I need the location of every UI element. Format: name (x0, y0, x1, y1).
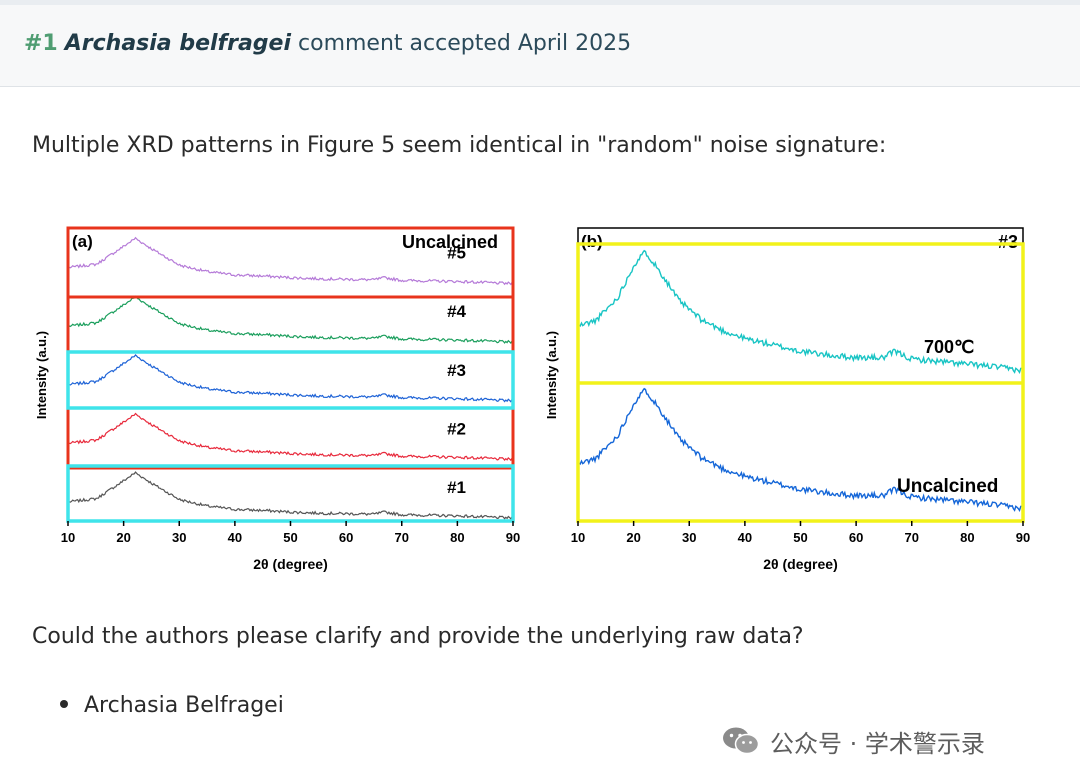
x-tick-label: 90 (1016, 530, 1030, 545)
x-tick-label: 60 (849, 530, 863, 545)
series-label: #4 (447, 302, 466, 321)
x-tick-label: 80 (960, 530, 974, 545)
series-line-n3 (68, 353, 513, 403)
x-tick-label: 60 (339, 530, 353, 545)
series-label: #3 (447, 361, 466, 380)
chart-panel-a: #5 #4 #3 #2 #1 (a) Uncalcined 10 20 30 40 50 60 70 80 9… (34, 226, 520, 572)
x-tick-label: 50 (793, 530, 807, 545)
red-highlight-box (66, 226, 515, 470)
series-label: #5 (447, 244, 466, 263)
x-tick-label: 90 (506, 530, 520, 545)
comment-number[interactable]: #1 (24, 31, 58, 56)
xrd-figure: #5 #4 #3 #2 #1 (a) Uncalcined 10 20 30 40 50 60 70 80 9… (34, 226, 1030, 572)
x-axis-label: 2θ (degree) (253, 556, 327, 572)
x-tick-label: 40 (228, 530, 242, 545)
watermark: 公众号 · 学术警示录 (722, 723, 985, 759)
panel-label-a: (a) (72, 232, 93, 251)
comment-paragraph-2: Could the authors please clarify and pro… (32, 624, 804, 649)
series-line-n2 (68, 412, 513, 462)
cyan-highlight-box-3 (66, 350, 515, 410)
x-tick-label: 50 (283, 530, 297, 545)
comment-title: #1 Archasia belfragei comment accepted A… (24, 31, 631, 56)
series-label: #2 (447, 419, 466, 438)
chart-panel-b: (b) #3 700℃ Uncalcined 10 20 30 40 50 60 70 80 90 2θ … (544, 227, 1030, 572)
x-tick-label: 10 (571, 530, 585, 545)
x-tick-label: 20 (626, 530, 640, 545)
x-tick-label: 20 (116, 530, 130, 545)
panel-corner-label-b: #3 (998, 232, 1018, 252)
y-axis-label: Intensity (a.u.) (34, 331, 49, 419)
panel-label-b: (b) (581, 232, 603, 251)
watermark-text: 公众号 · 学术警示录 (770, 729, 985, 758)
comment-paragraph-1: Multiple XRD patterns in Figure 5 seem i… (32, 133, 887, 158)
bullet-icon (60, 700, 68, 708)
x-tick-label: 30 (682, 530, 696, 545)
series-line-n5 (68, 236, 513, 286)
x-tick-label: 40 (738, 530, 752, 545)
x-tick-label: 70 (905, 530, 919, 545)
series-line-n4 (68, 295, 513, 344)
x-tick-label: 30 (172, 530, 186, 545)
x-tick-label: 10 (61, 530, 75, 545)
signature-name: Archasia Belfragei (84, 693, 284, 718)
wechat-icon (723, 727, 760, 755)
series-line-n1 (68, 471, 513, 520)
x-axis-label: 2θ (degree) (763, 556, 837, 572)
series-line-b-0 (578, 249, 1023, 374)
comment-header: #1 Archasia belfragei comment accepted A… (0, 5, 1080, 87)
series-label: #1 (447, 478, 466, 497)
x-tick-label: 80 (450, 530, 464, 545)
y-axis-label: Intensity (a.u.) (544, 331, 559, 419)
series-label-700: 700℃ (924, 337, 974, 357)
top-border (0, 0, 1080, 5)
panel-corner-label-a: Uncalcined (402, 232, 498, 252)
x-tick-label: 70 (395, 530, 409, 545)
comment-author[interactable]: Archasia belfragei (64, 31, 292, 56)
series-label-uncalcined: Uncalcined (897, 476, 998, 497)
comment-status: comment accepted April 2025 (298, 31, 632, 56)
signature-list-item: Archasia Belfragei (60, 693, 284, 718)
series-line-b-1 (578, 387, 1023, 512)
